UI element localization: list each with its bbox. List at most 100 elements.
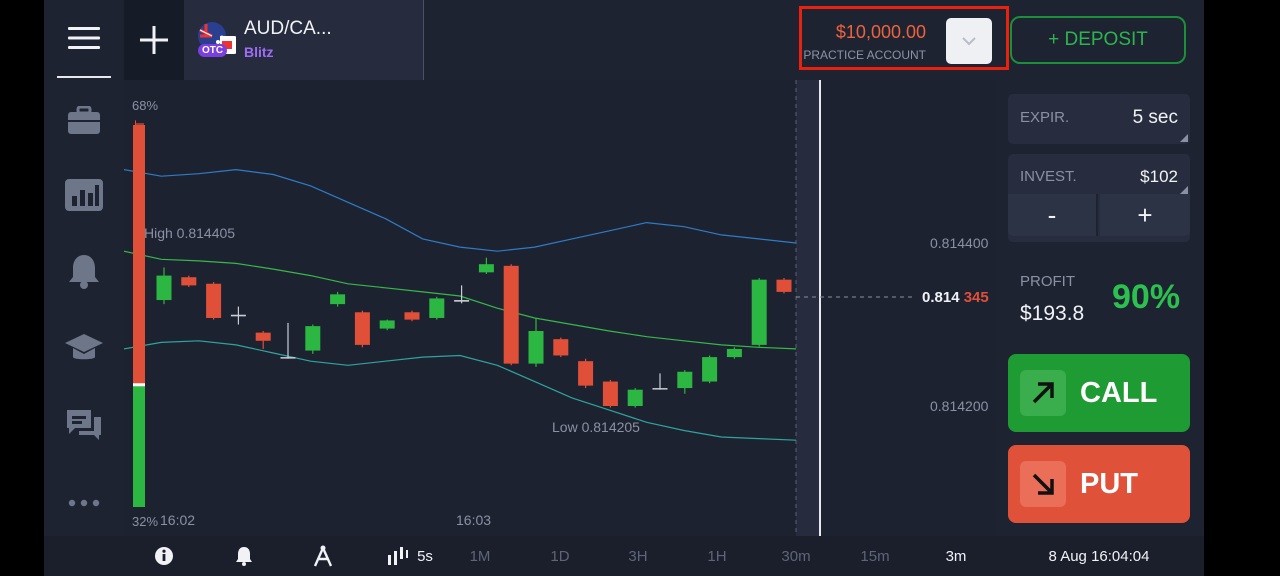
arrow-up-right-icon bbox=[1020, 370, 1066, 416]
asset-name: AUD/CA... bbox=[244, 18, 332, 39]
deposit-button[interactable]: + DEPOSIT bbox=[1010, 16, 1186, 64]
chart-type-button[interactable]: 5s bbox=[380, 536, 440, 576]
candle bbox=[354, 310, 370, 348]
clock: 8 Aug 16:04:04 bbox=[1048, 547, 1150, 565]
asset-type: Blitz bbox=[244, 44, 274, 60]
put-percent: 68% bbox=[132, 98, 158, 113]
current-price-tail: 345 bbox=[963, 289, 989, 306]
balance-value: $10,000.00 bbox=[835, 22, 926, 42]
timeframe-1m[interactable]: 1M bbox=[469, 547, 491, 565]
candle bbox=[503, 264, 519, 366]
trade-panel: EXPIR. 5 sec INVEST. $102 - + PROFIT $19… bbox=[996, 80, 1204, 536]
candle bbox=[751, 278, 767, 347]
band-upper bbox=[123, 168, 797, 252]
invest-plus-button[interactable]: + bbox=[1100, 194, 1190, 236]
chat-button[interactable] bbox=[64, 405, 104, 445]
bottom-toolbar: 5s 1M 1D 3H 1H 30m 15m 3m 8 Aug 16:04:04 bbox=[44, 536, 1204, 576]
put-axis-label: PUT bbox=[132, 120, 147, 146]
candle bbox=[776, 278, 792, 294]
briefcase-icon bbox=[68, 106, 100, 134]
expiry-label: EXPIR. bbox=[1020, 109, 1070, 126]
candle bbox=[206, 282, 222, 320]
put-label: PUT bbox=[1080, 467, 1138, 500]
info-icon bbox=[155, 547, 173, 565]
sentiment-bar bbox=[133, 125, 145, 507]
timeframe-30m[interactable]: 30m bbox=[781, 547, 811, 565]
account-type-label: PRACTICE ACCOUNT bbox=[803, 48, 926, 62]
candle bbox=[379, 319, 395, 331]
invest-field[interactable]: INVEST. $102 - + bbox=[1008, 154, 1190, 242]
account-balance[interactable]: $10,000.00 PRACTICE ACCOUNT bbox=[799, 6, 1009, 70]
candle bbox=[255, 331, 271, 349]
candle bbox=[280, 322, 296, 359]
current-price-main: 0.814 bbox=[922, 289, 960, 306]
invest-value: $102 bbox=[1140, 167, 1178, 186]
top-bar: OTC AUD/CA... Blitz $10,000.00 PRACTICE … bbox=[124, 0, 1204, 80]
app-window: OTC AUD/CA... Blitz $10,000.00 PRACTICE … bbox=[44, 0, 1204, 576]
otc-badge: OTC bbox=[198, 44, 228, 57]
bell-icon bbox=[236, 547, 252, 566]
timeframe-1d[interactable]: 1D bbox=[550, 547, 570, 565]
price-tick-top: 0.814400 bbox=[930, 235, 989, 251]
menu-button[interactable] bbox=[57, 0, 111, 78]
price-chart[interactable]: 68% PUT CALL 32% High 0.814405 Low 0.814… bbox=[123, 80, 916, 536]
time-tick-2: 16:03 bbox=[456, 512, 491, 528]
band-middle bbox=[123, 250, 797, 350]
current-price: 0.814 345 bbox=[922, 289, 989, 306]
timeframe-1h[interactable]: 1H bbox=[707, 547, 727, 565]
candle bbox=[429, 296, 445, 320]
asset-tab[interactable]: OTC AUD/CA... Blitz bbox=[184, 0, 424, 80]
candle bbox=[454, 285, 470, 304]
invest-minus-button[interactable]: - bbox=[1008, 194, 1098, 236]
candle bbox=[404, 310, 420, 322]
candle bbox=[330, 291, 346, 307]
notifications-button[interactable] bbox=[64, 251, 104, 291]
chart-icon bbox=[65, 179, 103, 211]
expiry-corner-indicator bbox=[1180, 134, 1188, 142]
call-percent: 32% bbox=[132, 514, 158, 529]
timeframe-3h[interactable]: 3H bbox=[628, 547, 648, 565]
invest-corner-indicator bbox=[1180, 186, 1188, 194]
add-asset-button[interactable] bbox=[124, 0, 184, 80]
candle bbox=[230, 306, 246, 325]
candles-icon bbox=[388, 547, 409, 565]
candle bbox=[702, 355, 718, 384]
timeframe-15m[interactable]: 15m bbox=[860, 547, 890, 565]
time-tick-1: 16:02 bbox=[160, 512, 195, 528]
compass-icon bbox=[313, 545, 333, 567]
chart-button[interactable] bbox=[64, 175, 104, 215]
more-icon bbox=[68, 499, 100, 507]
expiry-value: 5 sec bbox=[1132, 107, 1178, 128]
candle bbox=[602, 379, 618, 408]
expiry-selector[interactable]: EXPIR. 5 sec bbox=[1008, 94, 1190, 144]
alerts-button[interactable] bbox=[232, 536, 256, 576]
call-axis-label: CALL bbox=[132, 473, 147, 506]
put-button[interactable]: PUT bbox=[1008, 445, 1190, 523]
price-axis: 0.814400 0.814200 0.814 345 bbox=[795, 80, 996, 536]
portfolio-button[interactable] bbox=[64, 101, 104, 141]
drawing-tools-button[interactable] bbox=[311, 536, 335, 576]
sidebar bbox=[44, 0, 124, 536]
account-dropdown-button[interactable] bbox=[946, 18, 992, 64]
info-button[interactable] bbox=[152, 536, 176, 576]
bell-icon bbox=[69, 255, 99, 289]
chat-icon bbox=[67, 410, 101, 440]
candle bbox=[553, 337, 569, 358]
call-label: CALL bbox=[1080, 376, 1158, 409]
chart-canvas: 68% PUT CALL 32% High 0.814405 Low 0.814… bbox=[123, 80, 916, 536]
profit-label: PROFIT bbox=[1020, 273, 1075, 290]
candle bbox=[677, 370, 693, 394]
profit-percent: 90% bbox=[1112, 278, 1181, 316]
band-lower bbox=[123, 340, 797, 441]
call-button[interactable]: CALL bbox=[1008, 354, 1190, 432]
education-button[interactable] bbox=[64, 328, 104, 368]
candle bbox=[726, 347, 742, 359]
price-axis-canvas bbox=[795, 80, 916, 536]
more-button[interactable] bbox=[64, 483, 104, 523]
menu-icon bbox=[68, 27, 100, 49]
high-price-label: High 0.814405 bbox=[144, 225, 235, 241]
invest-label: INVEST. bbox=[1020, 168, 1077, 185]
timeframe-3m[interactable]: 3m bbox=[945, 547, 967, 565]
candle bbox=[181, 275, 197, 288]
profit-value: $193.8 bbox=[1020, 302, 1085, 325]
